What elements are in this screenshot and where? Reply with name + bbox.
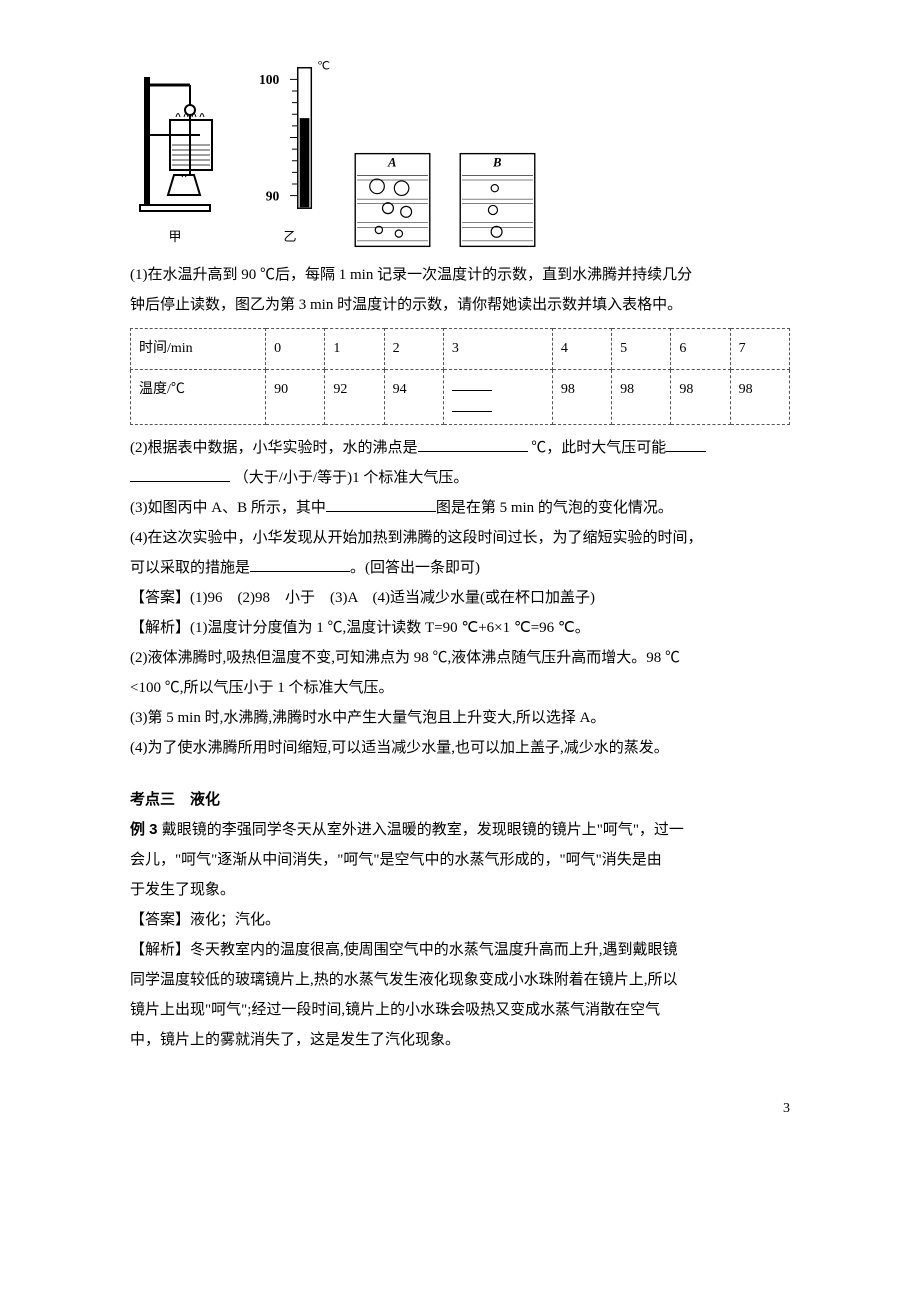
blank xyxy=(418,436,528,452)
figure-jia: 甲 xyxy=(130,65,220,250)
beaker-a-icon: A xyxy=(350,150,435,250)
svg-text:90: 90 xyxy=(266,188,280,203)
q1-line2: 钟后停止读数，图乙为第 3 min 时温度计的示数，请你帮她读出示数并填入表格中… xyxy=(130,290,790,320)
thermometer-icon: ℃ 1 xyxy=(240,60,340,215)
figure-ab: A B xyxy=(350,150,540,250)
q2-prefix: (2)根据表中数据，小华实验时，水的沸点是 xyxy=(130,440,418,456)
table-cell: 98 xyxy=(730,370,789,425)
q4-suffix: 。(回答出一条即可) xyxy=(350,560,480,576)
q3-suffix: 图是在第 5 min 的气泡的变化情况。 xyxy=(436,500,673,516)
analysis-4: (3)第 5 min 时,水沸腾,沸腾时水中产生大量气泡且上升变大,所以选择 A… xyxy=(130,703,790,733)
ex3-ana3: 镜片上出现"呵气";经过一段时间,镜片上的小水珠会吸热又变成水蒸气消散在空气 xyxy=(130,995,790,1025)
ex3-line2: 会儿，"呵气"逐渐从中间消失，"呵气"是空气中的水蒸气形成的，"呵气"消失是由 xyxy=(130,845,790,875)
analysis-2: (2)液体沸腾时,吸热但温度不变,可知沸点为 98 ℃,液体沸点随气压升高而增大… xyxy=(130,643,790,673)
table-cell: 1 xyxy=(325,329,384,370)
ex3-ana4: 中，镜片上的雾就消失了，这是发生了汽化现象。 xyxy=(130,1025,790,1055)
ex3-ana1: 【解析】冬天教室内的温度很高,使周围空气中的水蒸气温度升高而上升,遇到戴眼镜 xyxy=(130,935,790,965)
blank xyxy=(326,496,436,512)
table-cell-blank xyxy=(443,370,552,425)
figure-yi: ℃ 1 xyxy=(220,60,340,250)
svg-text:100: 100 xyxy=(259,72,280,87)
table-cell: 0 xyxy=(266,329,325,370)
svg-text:B: B xyxy=(492,155,502,169)
analysis-1: 【解析】(1)温度计分度值为 1 ℃,温度计读数 T=90 ℃+6×1 ℃=96… xyxy=(130,613,790,643)
svg-text:A: A xyxy=(387,155,396,169)
figures-row: 甲 ℃ xyxy=(130,60,790,250)
blank xyxy=(666,436,706,452)
th-time: 时间/min xyxy=(131,329,266,370)
table-row: 时间/min 0 1 2 3 4 5 6 7 xyxy=(131,329,790,370)
caption-jia: 甲 xyxy=(130,224,220,250)
blank xyxy=(250,556,350,572)
q2-suffix: （大于/小于/等于)1 个标准大气压。 xyxy=(230,470,468,486)
q4-line2: 可以采取的措施是 。(回答出一条即可) xyxy=(130,553,790,583)
ex3-answer: 【答案】液化；汽化。 xyxy=(130,905,790,935)
data-table: 时间/min 0 1 2 3 4 5 6 7 温度/℃ 90 92 94 98 … xyxy=(130,328,790,425)
table-cell: 2 xyxy=(384,329,443,370)
table-cell: 7 xyxy=(730,329,789,370)
table-row: 温度/℃ 90 92 94 98 98 98 98 xyxy=(131,370,790,425)
page-number: 3 xyxy=(130,1095,790,1123)
table-cell: 98 xyxy=(612,370,671,425)
ex3-text1: 戴眼镜的李强同学冬天从室外进入温暖的教室，发现眼镜的镜片上"呵气"，过一 xyxy=(162,822,684,838)
th-temp: 温度/℃ xyxy=(131,370,266,425)
analysis-5: (4)为了使水沸腾所用时间缩短,可以适当减少水量,也可以加上盖子,减少水的蒸发。 xyxy=(130,733,790,763)
q2-mid: ℃，此时大气压可能 xyxy=(528,440,667,456)
q4-line1: (4)在这次实验中，小华发现从开始加热到沸腾的这段时间过长，为了缩短实验的时间， xyxy=(130,523,790,553)
unit-label: ℃ xyxy=(317,60,330,73)
q1-line1: (1)在水温升高到 90 ℃后，每隔 1 min 记录一次温度计的示数，直到水沸… xyxy=(130,260,790,290)
table-cell: 90 xyxy=(266,370,325,425)
table-cell: 5 xyxy=(612,329,671,370)
kp3-heading: 考点三 液化 xyxy=(130,785,790,815)
table-cell: 98 xyxy=(671,370,730,425)
q2-line2: （大于/小于/等于)1 个标准大气压。 xyxy=(130,463,790,493)
q4-prefix: 可以采取的措施是 xyxy=(130,560,250,576)
table-cell: 4 xyxy=(552,329,611,370)
blank xyxy=(130,466,230,482)
beaker-b-icon: B xyxy=(455,150,540,250)
apparatus-icon xyxy=(130,65,220,215)
table-cell: 92 xyxy=(325,370,384,425)
ex3-label: 例 3 xyxy=(130,821,162,838)
answers: 【答案】(1)96 (2)98 小于 (3)A (4)适当减少水量(或在杯口加盖… xyxy=(130,583,790,613)
table-cell: 94 xyxy=(384,370,443,425)
table-cell: 6 xyxy=(671,329,730,370)
q3-prefix: (3)如图丙中 A、B 所示，其中 xyxy=(130,500,326,516)
caption-yi: 乙 xyxy=(240,224,340,250)
analysis-3: <100 ℃,所以气压小于 1 个标准大气压。 xyxy=(130,673,790,703)
table-cell: 98 xyxy=(552,370,611,425)
q2-line1: (2)根据表中数据，小华实验时，水的沸点是 ℃，此时大气压可能 xyxy=(130,433,790,463)
ex3-line3: 于发生了现象。 xyxy=(130,875,790,905)
table-cell: 3 xyxy=(443,329,552,370)
ex3-line1: 例 3 戴眼镜的李强同学冬天从室外进入温暖的教室，发现眼镜的镜片上"呵气"，过一 xyxy=(130,815,790,845)
ex3-ana2: 同学温度较低的玻璃镜片上,热的水蒸气发生液化现象变成小水珠附着在镜片上,所以 xyxy=(130,965,790,995)
q3-line: (3)如图丙中 A、B 所示，其中 图是在第 5 min 的气泡的变化情况。 xyxy=(130,493,790,523)
